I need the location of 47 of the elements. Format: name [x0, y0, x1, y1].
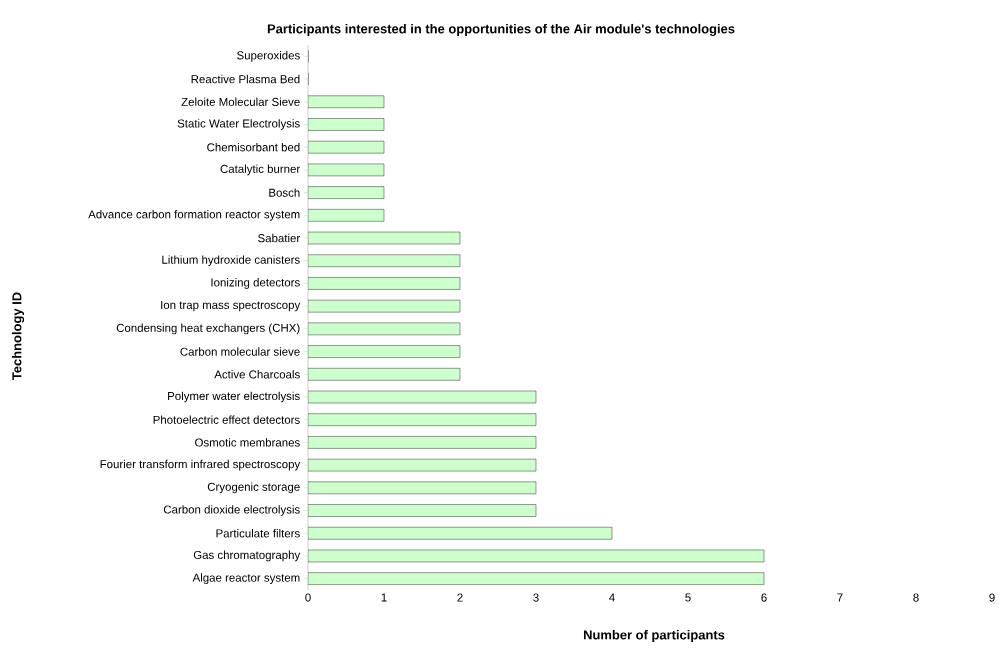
y-tick-label: Carbon molecular sieve [180, 347, 300, 356]
y-tick-label: Gas chromatography [193, 550, 301, 562]
y-tick-label: Active Charcoals [214, 370, 300, 379]
y-tick-label: Superoxides [237, 51, 300, 62]
y-tick-label: Carbon dioxide electrolysis [163, 505, 300, 516]
y-tick-label: Algae reactor system [192, 573, 300, 584]
y-axis-title: Technology ID [11, 292, 25, 380]
bar [308, 436, 537, 449]
y-tick-label: Osmotic membranes [195, 438, 300, 447]
x-tick-label: 4 [609, 593, 615, 602]
y-tick-label: Particulate filters [216, 529, 300, 538]
bar [308, 527, 613, 540]
y-tick-label: Ion trap mass spectroscopy [161, 301, 301, 312]
x-tick-label: 2 [457, 593, 463, 602]
x-tick-label: 5 [685, 593, 691, 602]
bar [308, 277, 461, 290]
x-tick-label: 9 [989, 593, 995, 602]
y-tick-label: Advance carbon formation reactor system [88, 209, 300, 221]
bar [308, 504, 537, 517]
y-tick-label: Cryogenic storage [207, 482, 300, 494]
bar [308, 345, 461, 358]
x-tick-label: 7 [837, 593, 843, 602]
chart-title: Participants interested in the opportunities of the Air module's technologies [267, 23, 735, 37]
y-tick-label: Ionizing detectors [211, 278, 300, 289]
y-tick-label: Bosch [269, 188, 300, 197]
y-tick-label: Condensing heat exchangers (CHX) [116, 323, 300, 335]
y-tick-label: Chemisorbant bed [207, 142, 300, 152]
y-tick-label: Catalytic burner [220, 164, 301, 176]
bar [308, 368, 461, 381]
x-tick-label: 6 [761, 593, 767, 602]
y-tick-label: Zeloite Molecular Sieve [181, 97, 300, 106]
x-tick-label: 0 [305, 593, 311, 602]
y-tick-label: Lithium hydroxide canisters [162, 255, 300, 267]
y-tick-label: Reactive Plasma Bed [191, 74, 300, 84]
bar [308, 481, 537, 495]
y-tick-label: Sabatier [258, 233, 301, 243]
x-tick-label: 1 [381, 593, 387, 602]
y-tick-label: Static Water Electrolysis [177, 119, 300, 130]
bar [308, 572, 765, 585]
x-tick-label: 3 [533, 593, 539, 602]
y-tick-label: Fourier transform infrared spectroscopy [100, 459, 301, 471]
bar [308, 254, 461, 267]
y-tick-label: Photoelectric effect detectors [153, 415, 300, 424]
x-tick-label: 8 [913, 593, 919, 602]
y-tick-label: Polymer water electrolysis [168, 391, 300, 403]
x-axis-title: Number of participants [583, 629, 725, 643]
bar [308, 413, 537, 426]
